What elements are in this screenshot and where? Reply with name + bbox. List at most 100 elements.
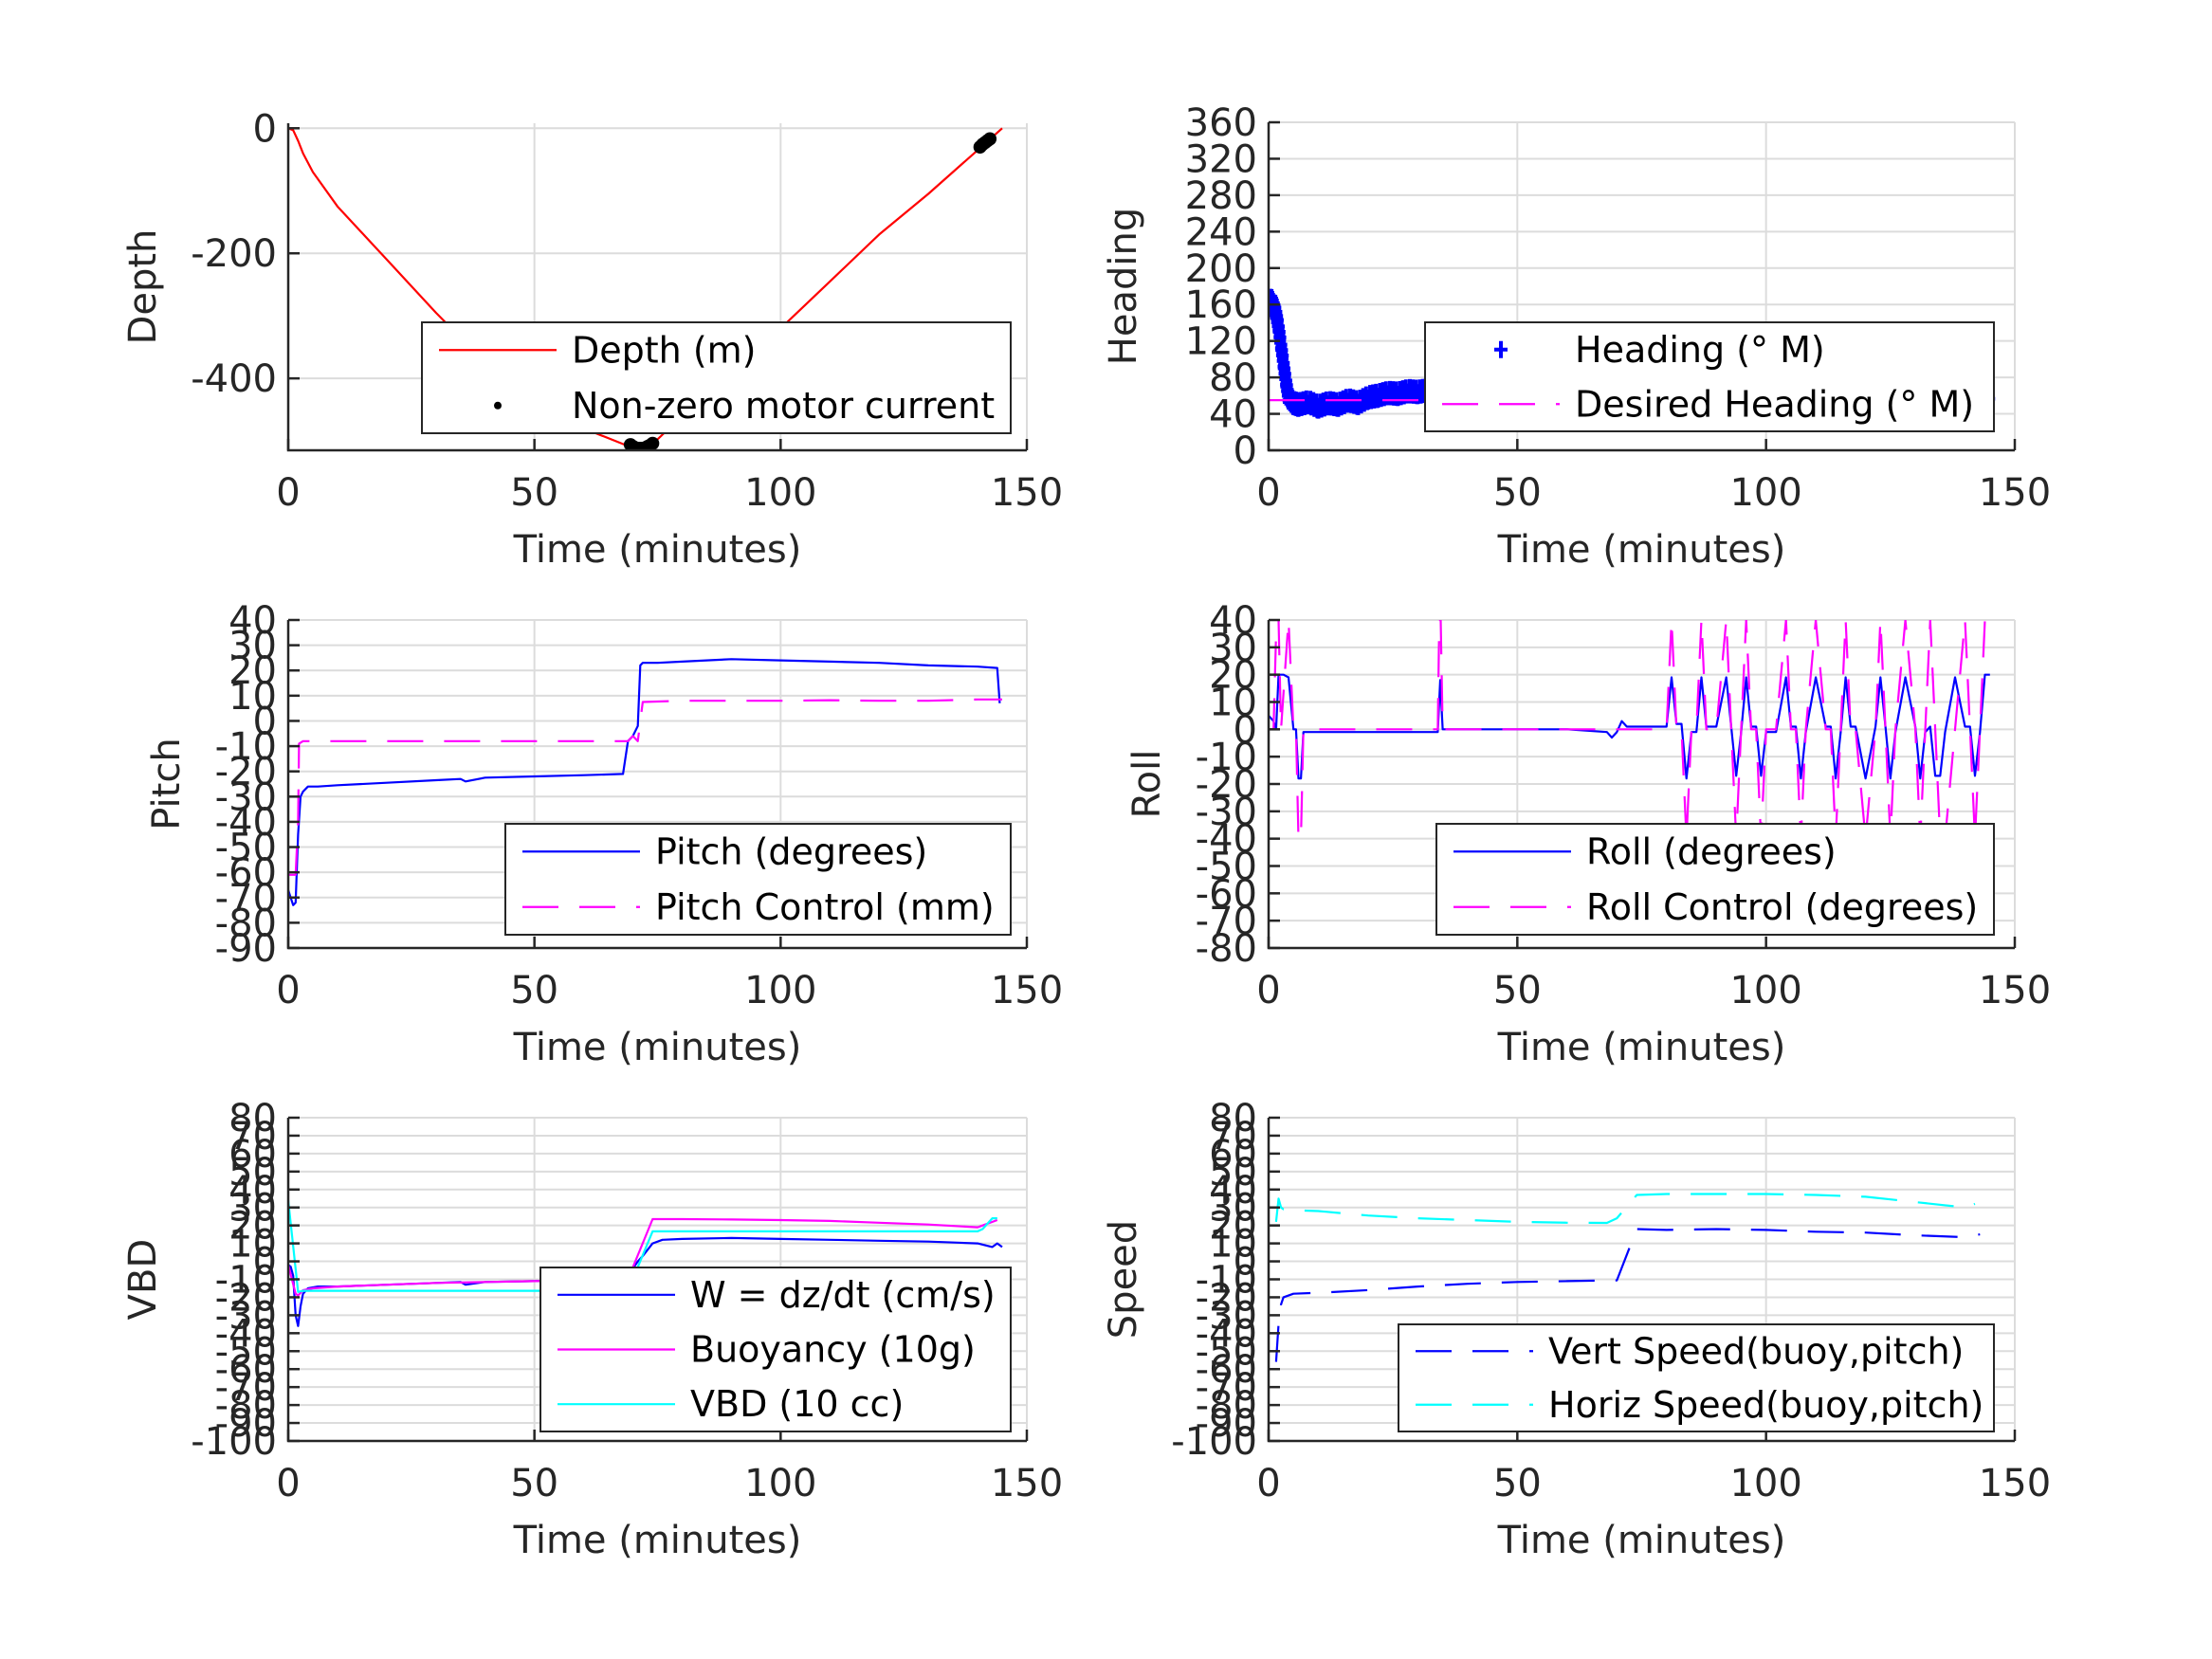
legend-item: Pitch (degrees): [522, 830, 927, 872]
x-tick-label: 0: [1256, 471, 1280, 515]
y-tick-label: 70: [229, 1115, 277, 1158]
y-tick-label: -100: [191, 1420, 277, 1464]
y-axis-label: Speed: [1102, 1220, 1145, 1339]
y-tick-label: 20: [229, 649, 277, 693]
vbd-subplot: 0 50 100 150-100-90-80-70-60-50-40-30-20-10…: [121, 1097, 1063, 1562]
x-axis-label: Time (minutes): [1497, 1519, 1786, 1562]
legend: Roll (degrees) Roll Control (degrees): [1435, 823, 1995, 936]
y-axis-label: Pitch: [145, 738, 189, 830]
y-tick-label: 80: [229, 1097, 277, 1140]
legend-box: [1435, 823, 1995, 936]
x-tick-label: 150: [991, 471, 1063, 515]
y-tick-label: -10: [1196, 736, 1257, 779]
y-tick-label: 30: [229, 625, 277, 668]
legend: Vert Speed(buoy,pitch) Horiz Speed(buoy,p…: [1398, 1323, 1995, 1432]
y-tick-label: -40: [215, 1312, 277, 1356]
legend-item: Roll Control (degrees): [1453, 886, 1978, 928]
y-tick-label: -50: [215, 1330, 277, 1374]
y-tick-label: 0: [253, 107, 277, 151]
legend-label: Roll (degrees): [1586, 830, 1837, 872]
legend-item: Depth (m): [439, 329, 757, 371]
x-tick-label: 150: [1979, 471, 2051, 515]
x-tick-label: 150: [991, 969, 1063, 1012]
y-axis-label: Roll: [1125, 750, 1169, 819]
x-tick-label: 50: [1493, 471, 1542, 515]
y-tick-label: -400: [191, 357, 277, 401]
y-tick-label: -20: [215, 1276, 277, 1320]
y-tick-label: 40: [229, 599, 277, 643]
vbd-10-cc-line: [288, 1199, 997, 1293]
x-tick-label: 100: [744, 969, 816, 1012]
pitch-data: [288, 658, 1002, 906]
legend-label: Pitch Control (mm): [655, 886, 995, 928]
legend-item: Horiz Speed(buoy,pitch): [1416, 1384, 1983, 1426]
legend-plus-icon: [1494, 340, 1508, 358]
y-tick-label: -50: [215, 827, 277, 870]
x-tick-label: 150: [991, 1462, 1063, 1505]
y-tick-label: 60: [1209, 1133, 1257, 1176]
y-tick-label: -10: [215, 1259, 277, 1303]
depth-subplot: 0 50 100 150 0 -200 -400 Time (minutes) Depth Dep…: [121, 107, 1063, 572]
pitch-degrees-line: [288, 658, 1001, 906]
y-tick-label: -90: [215, 1402, 277, 1446]
y-tick-label: 20: [229, 1205, 277, 1249]
x-tick-label: 150: [1979, 969, 2051, 1012]
y-tick-label: -20: [215, 751, 277, 794]
x-tick-label: 100: [744, 1462, 816, 1505]
y-tick-label: -50: [1196, 1330, 1257, 1374]
x-tick-label: 50: [510, 1462, 558, 1505]
y-tick-label: 30: [1209, 627, 1257, 670]
y-tick-label: -50: [1196, 846, 1257, 889]
x-tick-label: 100: [1729, 1462, 1801, 1505]
pitch-control-mm-line: [288, 698, 1002, 876]
y-tick-label: -10: [215, 725, 277, 769]
y-tick-label: 0: [253, 1241, 277, 1285]
y-tick-label: -30: [215, 775, 277, 819]
y-axis-label: Depth: [121, 229, 165, 345]
y-tick-label: 0: [253, 700, 277, 743]
x-tick-label: 0: [276, 471, 300, 515]
x-tick-label: 150: [1979, 1462, 2051, 1505]
speed-subplot: 0 50 100 150-100-90-80-70-60-50-40-30-20-10…: [1102, 1097, 2051, 1562]
x-tick-label: 0: [276, 1462, 300, 1505]
legend-label: Desired Heading (° M): [1575, 383, 1974, 425]
y-tick-label: 0: [1234, 429, 1257, 473]
legend: Pitch (degrees) Pitch Control (mm): [504, 823, 1012, 936]
legend: Heading (° M) Desired Heading (° M): [1424, 321, 1995, 432]
y-tick-label: 70: [1209, 1115, 1257, 1158]
y-tick-label: 80: [1209, 1097, 1257, 1140]
y-tick-label: -70: [215, 877, 277, 921]
y-tick-label: -60: [1196, 1348, 1257, 1392]
legend-box: [1424, 321, 1995, 432]
y-tick-label: 200: [1185, 247, 1257, 291]
y-tick-label: 40: [1209, 393, 1257, 437]
y-tick-label: -100: [1171, 1420, 1257, 1464]
y-tick-label: 160: [1185, 283, 1257, 327]
legend-label: Pitch (degrees): [655, 830, 927, 872]
y-tick-label: -40: [1196, 1312, 1257, 1356]
legend-item: Buoyancy (10g): [558, 1329, 976, 1371]
y-axis-label: Heading: [1102, 208, 1145, 365]
y-tick-label: 50: [1209, 1151, 1257, 1194]
y-tick-label: -80: [1196, 1384, 1257, 1428]
legend-box: [1398, 1323, 1995, 1432]
y-tick-label: 50: [229, 1151, 277, 1194]
x-tick-label: 50: [1493, 969, 1542, 1012]
x-tick-label: 50: [510, 969, 558, 1012]
legend-label: VBD (10 cc): [690, 1383, 904, 1425]
x-axis-label: Time (minutes): [1497, 1026, 1786, 1069]
y-tick-label: -70: [215, 1366, 277, 1410]
legend-item: Non-zero motor current: [494, 385, 995, 427]
legend-box: [504, 823, 1012, 936]
legend-item: Heading (° M): [1494, 329, 1825, 371]
legend-box: [421, 321, 1012, 434]
y-tick-label: -30: [1196, 791, 1257, 834]
y-tick-label: -90: [1196, 1402, 1257, 1446]
y-tick-label: 10: [1209, 1223, 1257, 1267]
y-tick-label: -30: [1196, 1294, 1257, 1338]
y-tick-label: 10: [1209, 682, 1257, 725]
y-tick-label: -60: [215, 1348, 277, 1392]
x-axis-label: Time (minutes): [513, 1519, 802, 1562]
x-tick-label: 50: [1493, 1462, 1542, 1505]
